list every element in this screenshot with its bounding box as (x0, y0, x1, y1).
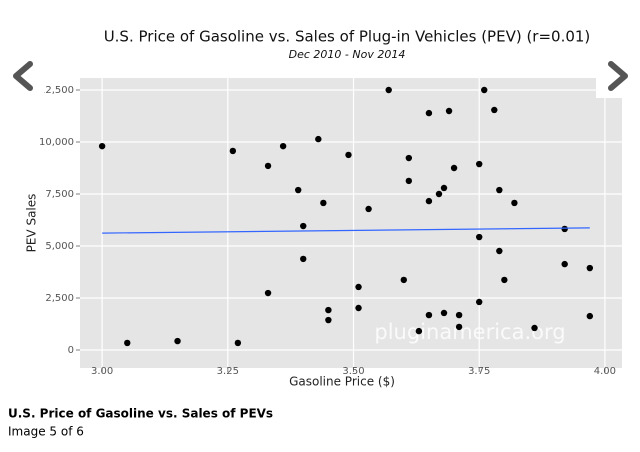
caption-title: U.S. Price of Gasoline vs. Sales of PEVs (8, 407, 273, 421)
point (415, 327, 423, 335)
point (586, 264, 594, 272)
point (355, 283, 362, 291)
y-tick-label: 5,000 (45, 241, 74, 252)
point (264, 289, 272, 297)
point (476, 233, 483, 241)
point (445, 107, 453, 115)
point (440, 309, 448, 317)
caption-counter: Image 5 of 6 (8, 425, 84, 439)
point (450, 164, 458, 172)
y-tick-label: 10,000 (39, 137, 74, 148)
point (365, 205, 372, 213)
point (400, 276, 407, 284)
x-tick-label: 3.25 (217, 366, 239, 377)
point (355, 304, 362, 312)
trend-line (102, 227, 590, 234)
x-tick-label: 4.00 (594, 366, 616, 377)
x-axis-label: Gasoline Price ($) (289, 375, 395, 389)
y-tick-label: 0 (68, 345, 74, 356)
point (440, 184, 448, 192)
point (174, 337, 181, 345)
x-tick-label: 3.50 (342, 366, 364, 377)
point (476, 298, 483, 306)
point (496, 247, 503, 255)
point (405, 177, 413, 185)
x-tick-label: 3.75 (468, 366, 490, 377)
point (425, 197, 433, 205)
point (435, 190, 443, 198)
x-tick-label: 3.00 (91, 366, 113, 377)
next-button-bg[interactable] (596, 58, 640, 98)
chart-subtitle: Dec 2010 - Nov 2014 (289, 48, 406, 61)
point (345, 151, 352, 159)
point (279, 142, 287, 150)
point (320, 199, 327, 207)
point (496, 186, 503, 194)
y-axis-label: PEV Sales (25, 194, 39, 253)
point (561, 260, 568, 268)
watermark: pluginamerica.org (374, 320, 565, 344)
point (325, 316, 332, 324)
y-tick-label: 2,500 (45, 293, 74, 304)
y-tick-label: 12,500 (39, 85, 74, 96)
point (455, 323, 463, 331)
point (425, 109, 433, 117)
point (295, 186, 302, 194)
point (300, 222, 307, 230)
point (124, 339, 131, 347)
point (300, 255, 307, 263)
point (476, 160, 483, 168)
point (481, 86, 488, 94)
point (229, 147, 237, 155)
point (455, 311, 463, 319)
point (315, 135, 322, 143)
plot-panel (80, 78, 622, 368)
point (405, 154, 413, 162)
point (385, 86, 392, 94)
point (501, 276, 508, 284)
prev-arrow[interactable] (13, 61, 33, 91)
point (98, 142, 106, 150)
point (586, 312, 594, 320)
point (511, 199, 518, 207)
point (425, 311, 433, 319)
point (561, 225, 568, 233)
point (531, 324, 538, 332)
chart-title: U.S. Price of Gasoline vs. Sales of Plug… (104, 28, 591, 46)
next-arrow[interactable] (608, 61, 628, 91)
point (264, 162, 272, 170)
prev-button-bg[interactable] (0, 58, 44, 94)
point (491, 106, 498, 114)
point (325, 306, 332, 314)
y-tick-label: 7,500 (45, 189, 74, 200)
point (234, 339, 242, 347)
